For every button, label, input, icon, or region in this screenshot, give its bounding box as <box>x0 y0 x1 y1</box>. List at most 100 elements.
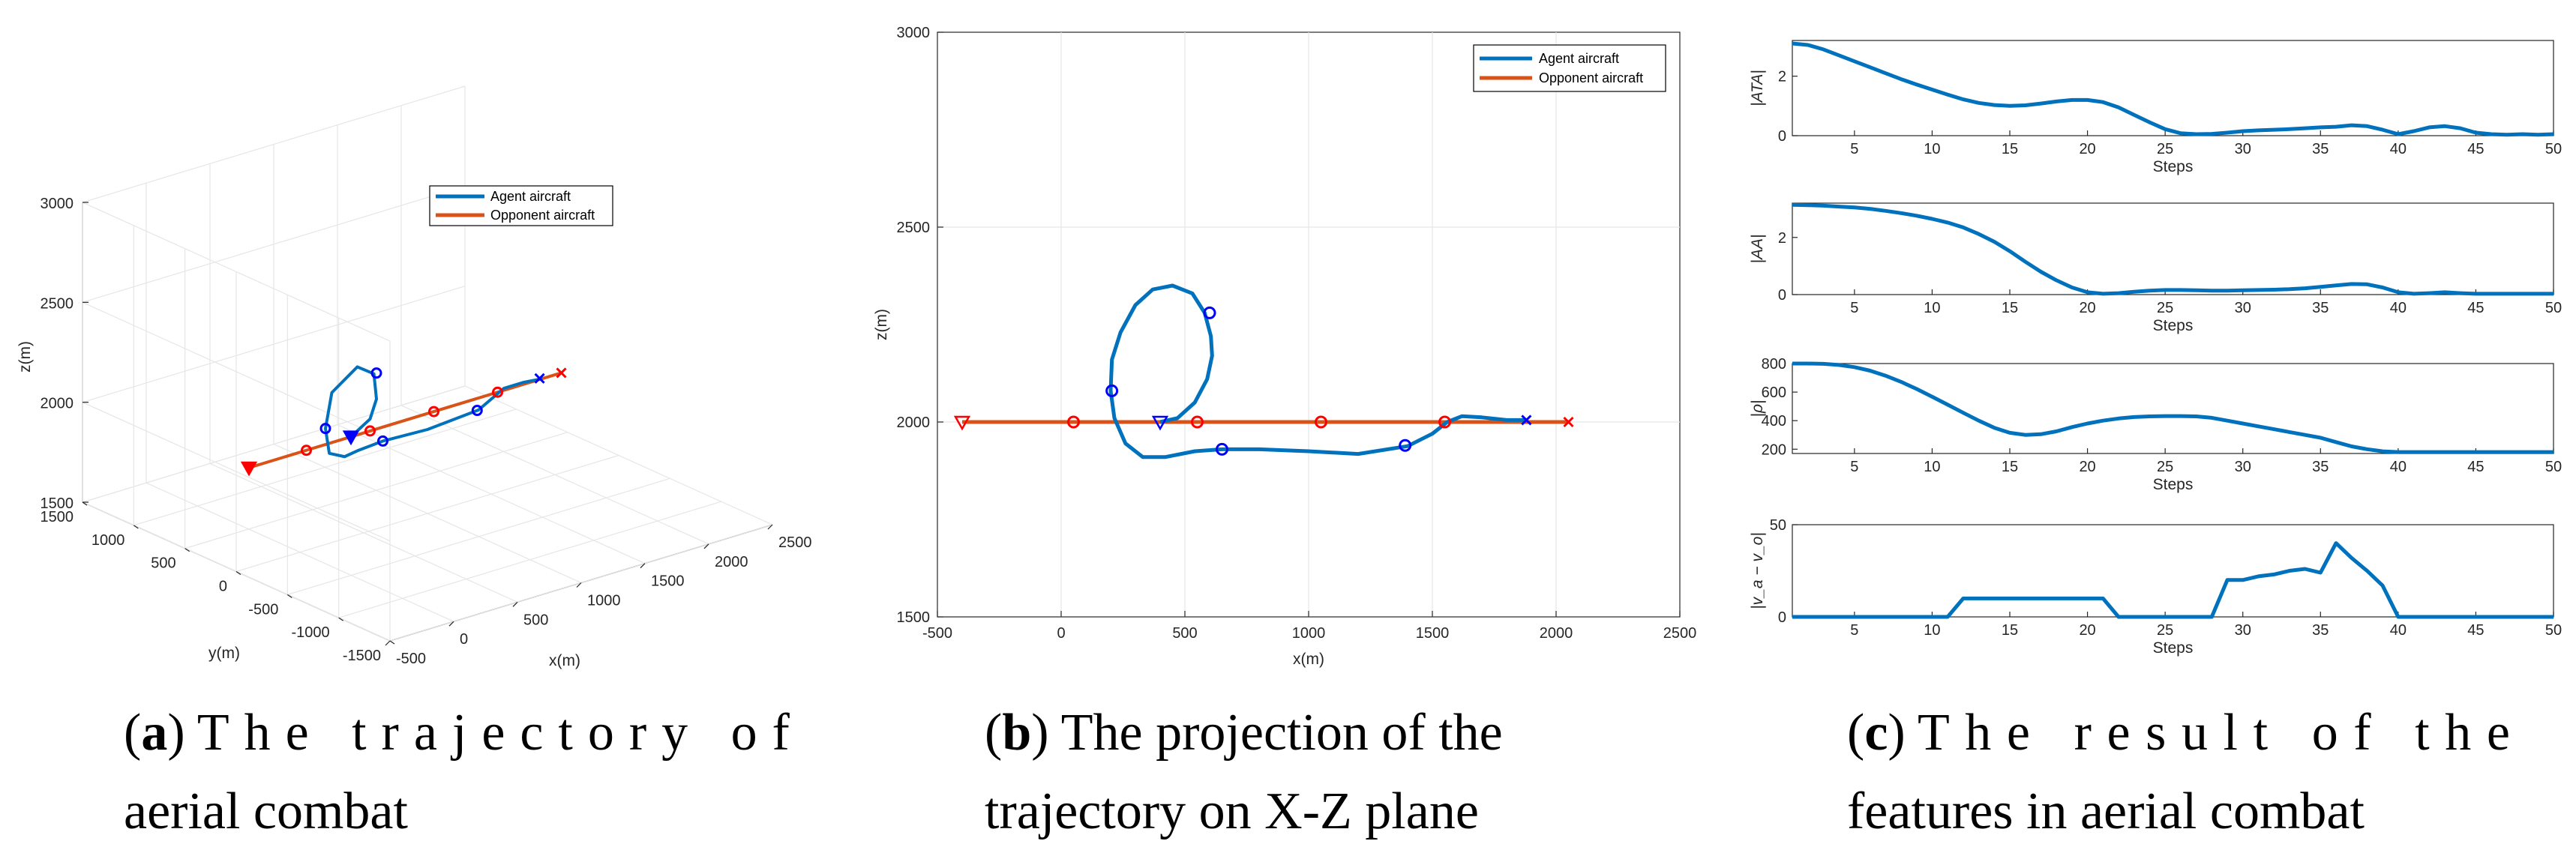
panel-c-subplot-4-line <box>1792 541 2554 619</box>
panel-a-ytick-label: 500 <box>151 555 175 572</box>
panel-a-opponent-marker <box>492 386 503 398</box>
panel-a-caption-line-2: aerial combat <box>124 783 409 840</box>
panel-b-ytick-label: 3000 <box>897 25 931 41</box>
panel-a-agent-marker <box>370 367 382 379</box>
panel-a-ztick-label: 1500 <box>40 495 74 512</box>
panel-b-agent-line <box>1108 283 1527 459</box>
panel-c-xtick-label: 10 <box>1924 141 1940 157</box>
panel-a-ztick-label: 2000 <box>40 396 74 412</box>
panel-c-xtick-label: 10 <box>1924 459 1940 475</box>
panel-a-opponent-marker <box>428 406 439 418</box>
panel-b-ylabel: z(m) <box>873 309 890 340</box>
panel-c-xtick-label: 30 <box>2235 141 2251 157</box>
panel-b-xticks: -500 0 500 1000 1500 2000 2500 <box>922 611 1696 642</box>
panel-b-caption: (b) The projection of the trajectory on … <box>985 704 1503 840</box>
panel-a-opponent-start-marker <box>240 461 258 477</box>
panel-a-legend-opponent-label: Opponent aircraft <box>490 208 595 223</box>
panel-b-agent-end-marker-stroke-2 <box>1521 415 1532 426</box>
panel-b-agent-marker <box>1399 438 1412 452</box>
panel-b-yticks: 1500 2000 2500 3000 <box>897 25 943 626</box>
panel-c-xtick-label: 30 <box>2235 459 2251 475</box>
panel-c-xtick-label: 20 <box>2079 141 2095 157</box>
panel-a-3d-grid <box>82 85 773 642</box>
panel-c-caption: (c) The result of the features in aerial… <box>1847 704 2510 840</box>
panel-c-subplot-2-line <box>1792 202 2554 296</box>
panel-c-subplot-4-axes-box <box>1792 524 2554 618</box>
panel-c-xtick-label: 35 <box>2312 459 2329 475</box>
panel-c-xtick-label: 45 <box>2467 300 2484 316</box>
panel-a-ytick-mark <box>389 640 395 645</box>
panel-a-legend-box <box>429 185 613 226</box>
panel-a-xtick-label: 1000 <box>587 593 621 609</box>
panel-c-xtick-label: 45 <box>2467 459 2484 475</box>
panel-b-agent-marker <box>1203 306 1216 319</box>
panel-c-xtick-label: 45 <box>2467 622 2484 639</box>
panel-a-grid-wall-zx <box>82 385 466 503</box>
panel-b: -500 0 500 1000 1500 2000 2500 1500 2000 2500 300… <box>873 25 1696 840</box>
panel-a-grid-wall-zx <box>82 185 466 303</box>
panel-b-caption-text-1: The projection of the <box>1061 704 1503 762</box>
panel-a-ytick-label: 1000 <box>91 532 125 549</box>
panel-b-opponent-marker <box>1315 415 1327 429</box>
panel-c-xtick-label: 15 <box>2002 300 2018 316</box>
panel-c-ytick-label: 200 <box>1762 441 1786 458</box>
panel-a-agent-marker <box>471 405 483 417</box>
panel-a-ztick-label: 3000 <box>40 196 74 212</box>
panel-c-subplot-1-axes-box <box>1792 40 2554 136</box>
panel-b-opponent-marker <box>1438 415 1451 429</box>
panel-c-xtick-label: 25 <box>2157 622 2173 639</box>
panel-a-grid-floor-y <box>133 409 517 526</box>
panel-b-xtick-label: 2500 <box>1663 625 1697 642</box>
panel-c-xtick-label: 35 <box>2312 300 2329 316</box>
panel-a-agent-marker <box>319 423 331 435</box>
panel-b-xtick-label: 500 <box>1172 625 1197 642</box>
panel-a-agent-marker <box>377 435 388 447</box>
panel-b-opponent-end-marker-stroke-2 <box>1563 416 1574 428</box>
panel-a-grid-floor-y <box>287 477 670 595</box>
panel-a-xtick-mark <box>703 543 709 549</box>
panel-c-ytick-label: 0 <box>1778 128 1786 145</box>
panel-a-opponent-marker <box>364 425 376 437</box>
panel-c-xtick-label: 20 <box>2079 459 2095 475</box>
panel-a-grid-floor-y <box>338 501 721 618</box>
panel-b-agent-marker <box>1216 442 1228 456</box>
panel-c-subplot-1-xlabel: Steps <box>2153 158 2194 175</box>
panel-a-grid-wall-zy <box>82 402 391 542</box>
panel-a-xtick-label: 2500 <box>778 534 812 551</box>
panel-c-xtick-label: 5 <box>1850 300 1858 316</box>
panel-c-xtick-label: 5 <box>1850 141 1858 157</box>
panel-c-subplot-3: 5 10 15 20 25 30 35 40 45 50 200 400 600 800 Steps |ρ| <box>1749 356 2562 493</box>
panel-a-xlabel: x(m) <box>549 652 580 669</box>
panel-a-ytick-mark <box>184 548 190 552</box>
panel-c-subplot-3-line <box>1792 361 2554 454</box>
panel-b-xtick-label: -500 <box>922 625 952 642</box>
panel-c-ytick-label: 600 <box>1762 385 1786 401</box>
panel-b-xtick-label: 2000 <box>1540 625 1573 642</box>
panel-a-ytick-mark <box>235 571 241 575</box>
panel-a-agent-end-marker-stroke-2 <box>534 373 545 384</box>
panel-b-legend-opponent-label: Opponent aircraft <box>1539 70 1643 85</box>
panel-b-legend: Agent aircraft Opponent aircraft <box>1473 44 1666 92</box>
panel-b-legend-agent-label: Agent aircraft <box>1539 51 1619 66</box>
panel-c-xtick-label: 35 <box>2312 141 2329 157</box>
panel-a-zlabel: z(m) <box>16 341 34 373</box>
panel-c-subplot-4-ylabel: |v_a − v_o| <box>1749 532 1766 609</box>
panel-c-xtick-label: 45 <box>2467 141 2484 157</box>
panel-a-opponent-end-marker-stroke-2 <box>556 367 567 379</box>
panel-a-caption: (a) The trajectory of aerial combat <box>124 704 790 840</box>
panel-c-xtick-label: 20 <box>2079 300 2095 316</box>
panel-a-grid-wall-zx <box>82 286 466 403</box>
panel-c-subplot-1-ylabel: |ATA| <box>1749 70 1766 106</box>
panel-a-ztick-label: 2500 <box>40 295 74 312</box>
panel-c-xtick-label: 35 <box>2312 622 2329 639</box>
panel-c-xtick-label: 50 <box>2545 141 2562 157</box>
panel-c-caption-text-1: The result of the <box>1918 704 2510 762</box>
panel-c-subplot-2: 5 10 15 20 25 30 35 40 45 50 0 2 Steps |AA| <box>1749 202 2562 334</box>
panel-c-xtick-label: 10 <box>1924 622 1940 639</box>
panel-c-xtick-label: 50 <box>2545 622 2562 639</box>
panel-b-opponent-marker <box>1191 415 1204 429</box>
panel-a-xtick-label: 1500 <box>651 573 685 590</box>
panel-c-ytick-label: 2 <box>1778 69 1786 85</box>
panel-c-caption-line-2: features in aerial combat <box>1847 783 2365 840</box>
